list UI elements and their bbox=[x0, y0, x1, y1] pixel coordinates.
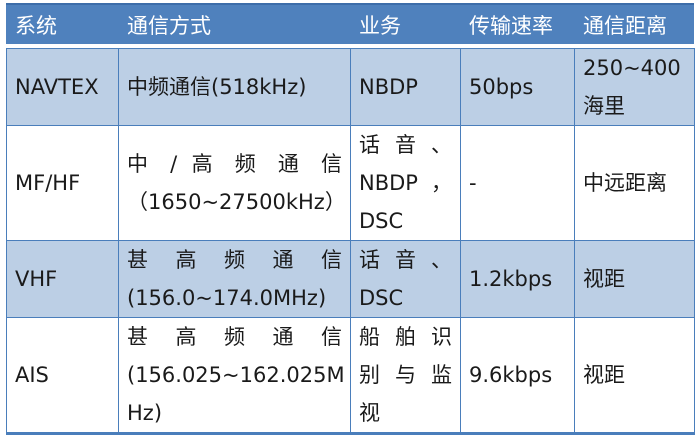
column-header-distance: 通信距离 bbox=[583, 13, 667, 38]
cell-system: NAVTEX bbox=[6, 48, 119, 126]
cell-text-line: NBDP bbox=[359, 75, 418, 99]
cell-range: 250~400 海里 bbox=[574, 48, 695, 126]
cell-system: VHF bbox=[6, 240, 119, 318]
cell-text-line: 中 / 高 频 通 信 bbox=[127, 152, 342, 176]
column-header-rate: 传输速率 bbox=[469, 13, 553, 38]
cell-text-line: 1.2kbps bbox=[469, 267, 553, 291]
cell-text-line: VHF bbox=[15, 267, 58, 291]
cell-range: 中远距离 bbox=[574, 125, 695, 241]
cell-method: 中 / 高 频 通 信 （1650~27500kHz） bbox=[118, 125, 351, 241]
cell-text-line: MF/HF bbox=[15, 171, 81, 195]
cell-text-line: 话 音 、 bbox=[359, 133, 452, 157]
cell-text-line: AIS bbox=[15, 363, 49, 387]
cell-text-line: 别 与 监 bbox=[359, 363, 452, 387]
table-row: VHF 甚 高 频 通 信 (156.0~174.0MHz) 话 音 、 DSC 1.2k… bbox=[6, 240, 695, 318]
cell-text-line: Hz) bbox=[127, 401, 163, 425]
cell-system: MF/HF bbox=[6, 125, 119, 241]
table-row: AIS 甚 高 频 通 信 (156.025~162.025M Hz) 船 舶 识别 与… bbox=[6, 317, 695, 434]
cell-text-line: NBDP ， bbox=[359, 171, 452, 195]
cell-rate: 50bps bbox=[460, 48, 575, 126]
header-body-gap bbox=[6, 44, 694, 48]
column-header-method: 通信方式 bbox=[127, 13, 211, 38]
table-row: MF/HF 中 / 高 频 通 信 （1650~27500kHz） 话 音 、 NBDP… bbox=[6, 125, 695, 241]
cell-text-line: 50bps bbox=[469, 75, 534, 99]
cell-service: NBDP bbox=[350, 48, 461, 126]
table-row: NAVTEX 中频通信(518kHz) NBDP 50bps 250~400 海里 bbox=[6, 48, 695, 126]
cell-text-line: 话 音 、 bbox=[359, 248, 452, 272]
cell-rate: - bbox=[460, 125, 575, 241]
cell-text-line: 中远距离 bbox=[583, 171, 667, 195]
cell-method: 中频通信(518kHz) bbox=[118, 48, 351, 126]
table-header-row: 系统 通信方式 业务 传输速率 通信距离 bbox=[6, 3, 694, 44]
cell-text-line: 250~400 bbox=[583, 56, 681, 80]
cell-system: AIS bbox=[6, 317, 119, 434]
cell-text-line: - bbox=[469, 171, 477, 195]
cell-text-line: 甚 高 频 通 信 bbox=[127, 248, 342, 272]
cell-text-line: NAVTEX bbox=[15, 75, 99, 99]
cell-method: 甚 高 频 通 信 (156.025~162.025M Hz) bbox=[118, 317, 351, 434]
cell-text-line: (156.0~174.0MHz) bbox=[127, 286, 327, 310]
cell-text-line: 海里 bbox=[583, 94, 625, 118]
column-header-system: 系统 bbox=[15, 13, 57, 38]
comms-systems-table: 系统 通信方式 业务 传输速率 通信距离 NAVTEX 中频通信(518kHz) N… bbox=[6, 3, 695, 435]
cell-text-line: 中频通信(518kHz) bbox=[127, 75, 307, 99]
column-header-service: 业务 bbox=[359, 13, 401, 38]
cell-text-line: 视 bbox=[359, 401, 380, 425]
cell-text-line: DSC bbox=[359, 209, 404, 233]
cell-text-line: （1650~27500kHz） bbox=[127, 190, 346, 214]
cell-range: 视距 bbox=[574, 317, 695, 434]
cell-range: 视距 bbox=[574, 240, 695, 318]
cell-service: 话 音 、 DSC bbox=[350, 240, 461, 318]
cell-text-line: 船 舶 识 bbox=[359, 325, 452, 349]
cell-text-line: 甚 高 频 通 信 bbox=[127, 325, 342, 349]
cell-rate: 1.2kbps bbox=[460, 240, 575, 318]
cell-text-line: 视距 bbox=[583, 363, 625, 387]
cell-text-line: DSC bbox=[359, 286, 404, 310]
cell-text-line: 9.6kbps bbox=[469, 363, 553, 387]
cell-method: 甚 高 频 通 信 (156.0~174.0MHz) bbox=[118, 240, 351, 318]
cell-service: 船 舶 识别 与 监视 bbox=[350, 317, 461, 434]
table-body-grid: NAVTEX 中频通信(518kHz) NBDP 50bps 250~400 海里 MF/H… bbox=[6, 48, 695, 435]
cell-rate: 9.6kbps bbox=[460, 317, 575, 434]
cell-text-line: (156.025~162.025M bbox=[127, 363, 345, 387]
table-body: NAVTEX 中频通信(518kHz) NBDP 50bps 250~400 海里 MF/H… bbox=[6, 48, 695, 434]
cell-text-line: 视距 bbox=[583, 267, 625, 291]
cell-service: 话 音 、 NBDP ， DSC bbox=[350, 125, 461, 241]
